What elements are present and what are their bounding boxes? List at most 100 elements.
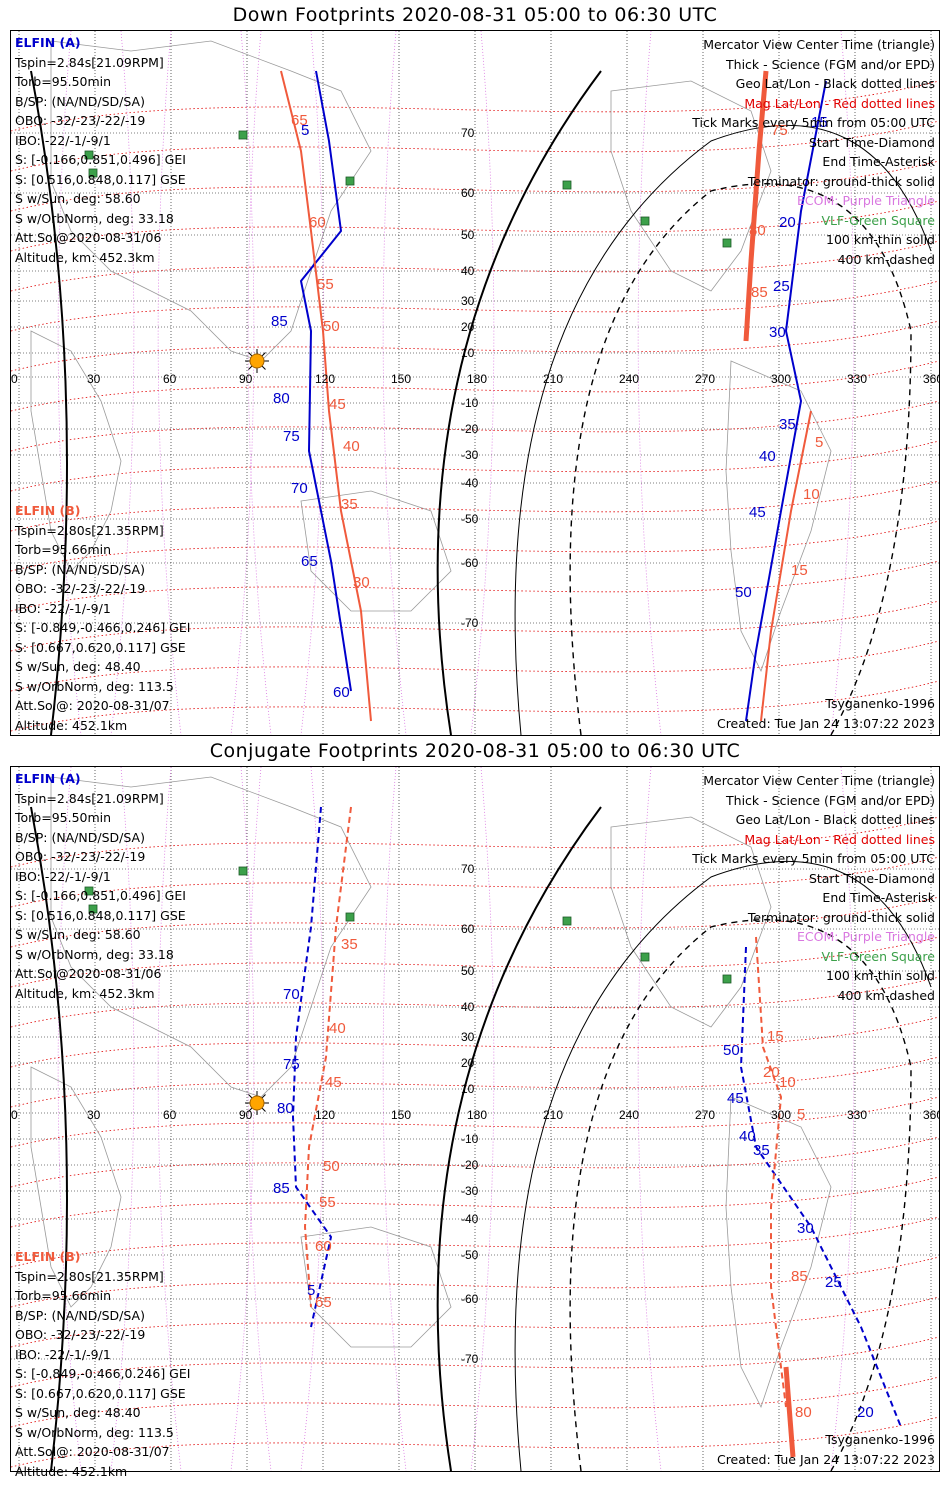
- elfin-a-tick-label: 5: [301, 122, 309, 139]
- elfin-a-line: S: [0.516,0.848,0.117] GSE: [15, 171, 186, 187]
- elfin-b-line: S: [0.667,0.620,0.117] GSE: [15, 639, 186, 655]
- legend-item: ECOM: Purple Triangle: [797, 929, 935, 944]
- axis-tick-labels: 0 30 60 90 120 150 180 210 240 270 300 330 360 70 60 50…: [11, 126, 939, 630]
- elfin-a-tick-label: 20: [779, 214, 796, 231]
- footer-credits: Tsyganenko-1996 Created: Tue Jan 24 13:0…: [717, 694, 935, 733]
- lon-tick-label: 210: [543, 1108, 563, 1122]
- elfin-b-line: OBO: -32/-23/-22/-19: [15, 1327, 146, 1342]
- conj-panel-title: Conjugate Footprints 2020-08-31 05:00 to…: [209, 740, 741, 762]
- elfin-b-tick-label: 20: [763, 1064, 780, 1081]
- legend-item: 400 km-dashed: [837, 251, 935, 267]
- elfin-b-tick-label: 40: [343, 438, 360, 455]
- terminator-lines: [30, 70, 932, 735]
- elfin-a-line: S w/OrbNorm, deg: 33.18: [15, 210, 174, 226]
- elfin-a-tick-label: 50: [723, 1042, 740, 1059]
- lat-tick-label: -10: [461, 1132, 479, 1146]
- lon-tick-label: 360: [923, 1108, 939, 1122]
- legend-item: Tick Marks every 5min from 05:00 UTC: [692, 851, 935, 866]
- lat-tick-label: 70: [461, 126, 475, 140]
- legend-item: 100 km-thin solid: [826, 232, 935, 247]
- elfin-b-tick-label: 60: [315, 1238, 332, 1255]
- elfin-b-line: IBO: -22/-1/-9/1: [15, 600, 111, 616]
- terminator-lines: [30, 806, 932, 1471]
- elfin-b-tick-label: 50: [323, 318, 340, 335]
- coastline: [30, 1066, 122, 1308]
- elfin-a-line: Altitude, km: 452.3km: [15, 985, 155, 1001]
- lon-tick-label: 180: [467, 372, 487, 386]
- elfin-b-track: [760, 410, 812, 722]
- lat-tick-label: -30: [461, 1184, 479, 1198]
- geo-grid: [11, 767, 939, 1471]
- elfin-b-line: Tspin=2.80s[21.35RPM]: [15, 522, 164, 538]
- lon-tick-label: 0: [11, 372, 18, 386]
- elfin-b-tick-label: 5: [797, 1106, 805, 1123]
- lat-tick-label: 10: [461, 1082, 475, 1096]
- lat-tick-label: 30: [461, 1030, 475, 1044]
- elfin-b-tick-label: 35: [341, 496, 358, 513]
- lat-tick-label: 40: [461, 1000, 475, 1014]
- elfin-b-info: ELFIN (B) Tspin=2.80s[21.35RPM] Torb=95.…: [15, 501, 190, 735]
- elfin-a-tick-label: 70: [291, 480, 308, 497]
- lat-tick-label: -10: [461, 396, 479, 410]
- lon-tick-label: 120: [315, 372, 335, 386]
- elfin-b-line: Torb=95.66min: [15, 542, 112, 557]
- elfin-b-tick-label: 45: [329, 396, 346, 413]
- lat-tick-label: 30: [461, 294, 475, 308]
- lat-tick-label: 40: [461, 264, 475, 278]
- coastline: [725, 1096, 832, 1409]
- coastline: [725, 360, 832, 673]
- lon-tick-label: 240: [619, 1108, 639, 1122]
- elfin-a-tick-label: 65: [301, 553, 318, 570]
- elfin-b-tick-label: 30: [353, 574, 370, 591]
- elfin-a-info: ELFIN (A) Tspin=2.84s[21.09RPM] Torb=95.…: [15, 769, 186, 1003]
- elfin-b-line: IBO: -22/-1/-9/1: [15, 1346, 111, 1362]
- ring-400km: [569, 919, 912, 1471]
- elfin-b-line: OBO: -32/-23/-22/-19: [15, 581, 146, 596]
- vlf-square-marker: [640, 952, 650, 962]
- lat-tick-label: -40: [461, 1212, 479, 1226]
- ring-100km: [514, 860, 932, 1471]
- lon-tick-label: 30: [87, 372, 101, 386]
- elfin-b-tick-label: 65: [291, 112, 308, 129]
- elfin-b-line: S w/OrbNorm, deg: 113.5: [15, 678, 174, 694]
- vlf-square-marker: [722, 238, 732, 248]
- lon-tick-label: 270: [695, 372, 715, 386]
- legend-item: Tick Marks every 5min from 05:00 UTC: [692, 115, 935, 130]
- elfin-b-tick-label: 15: [791, 562, 808, 579]
- lat-tick-label: -20: [461, 422, 479, 436]
- elfin-a-tick-label: 20: [857, 1404, 874, 1421]
- elfin-b-line: S: [0.667,0.620,0.117] GSE: [15, 1385, 186, 1401]
- lon-tick-label: 60: [163, 372, 177, 386]
- elfin-a-line: OBO: -32/-23/-22/-19: [15, 113, 146, 128]
- lon-tick-label: 30: [87, 1108, 101, 1122]
- coastline: [50, 776, 372, 1098]
- geo-grid: [11, 31, 939, 735]
- elfin-a-track: [291, 806, 333, 1328]
- elfin-b-line: Altitude: 452.1km: [15, 1463, 128, 1479]
- elfin-a-track: [745, 80, 827, 722]
- legend-item: VLF-Green Square: [821, 212, 935, 228]
- elfin-a-line: OBO: -32/-23/-22/-19: [15, 849, 146, 864]
- elfin-b-line: S: [-0.849,-0.466,0.246] GEI: [15, 620, 191, 635]
- elfin-b-tick-label: 85: [751, 284, 768, 301]
- legend-item: End Time-Asterisk: [822, 154, 935, 169]
- legend-item: Terminator: ground-thick solid: [747, 173, 935, 189]
- legend-item: Geo Lat/Lon - Black dotted lines: [735, 812, 935, 827]
- vlf-square-marker: [562, 916, 572, 926]
- elfin-b-tick-label: 85: [791, 1268, 808, 1285]
- elfin-b-tick-label: 45: [325, 1074, 342, 1091]
- elfin-a-tick-label: 50: [735, 584, 752, 601]
- ring-100km: [514, 124, 932, 735]
- elfin-a-line: IBO: -22/-1/-9/1: [15, 868, 111, 884]
- legend-item: Mag Lat/Lon - Red dotted lines: [744, 95, 935, 111]
- sun-icon: [245, 349, 269, 373]
- elfin-b-line: Torb=95.66min: [15, 1288, 112, 1303]
- elfin-b-line: Att.Sol@: 2020-08-31/07: [15, 698, 170, 713]
- elfin-a-line: Att.Sol@2020-08-31/06: [15, 966, 162, 981]
- lon-tick-label: 300: [771, 372, 791, 386]
- elfin-b-line: B/SP: (NA/ND/SD/SA): [15, 561, 145, 577]
- elfin-b-track-science: [783, 1366, 796, 1458]
- elfin-a-header: ELFIN (A): [15, 771, 81, 786]
- coastline: [610, 816, 772, 1028]
- lat-tick-label: -30: [461, 448, 479, 462]
